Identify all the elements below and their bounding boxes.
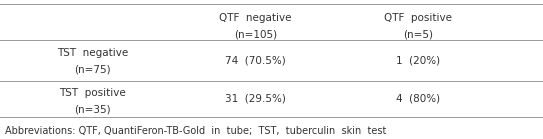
Text: 74  (70.5%): 74 (70.5%): [225, 55, 286, 65]
Text: QTF  negative: QTF negative: [219, 13, 292, 23]
Text: Abbreviations: QTF, QuantiFeron-TB-Gold  in  tube;  TST,  tuberculin  skin  test: Abbreviations: QTF, QuantiFeron-TB-Gold …: [5, 126, 387, 136]
Text: TST  positive: TST positive: [59, 88, 125, 98]
Text: (n=75): (n=75): [74, 64, 111, 75]
Text: 1  (20%): 1 (20%): [396, 55, 440, 65]
Text: 4  (80%): 4 (80%): [396, 94, 440, 104]
Text: QTF  positive: QTF positive: [384, 13, 452, 23]
Text: TST  negative: TST negative: [56, 48, 128, 58]
Text: (n=35): (n=35): [74, 105, 111, 115]
Text: (n=105): (n=105): [233, 30, 277, 40]
Text: (n=5): (n=5): [403, 30, 433, 40]
Text: 31  (29.5%): 31 (29.5%): [225, 94, 286, 104]
